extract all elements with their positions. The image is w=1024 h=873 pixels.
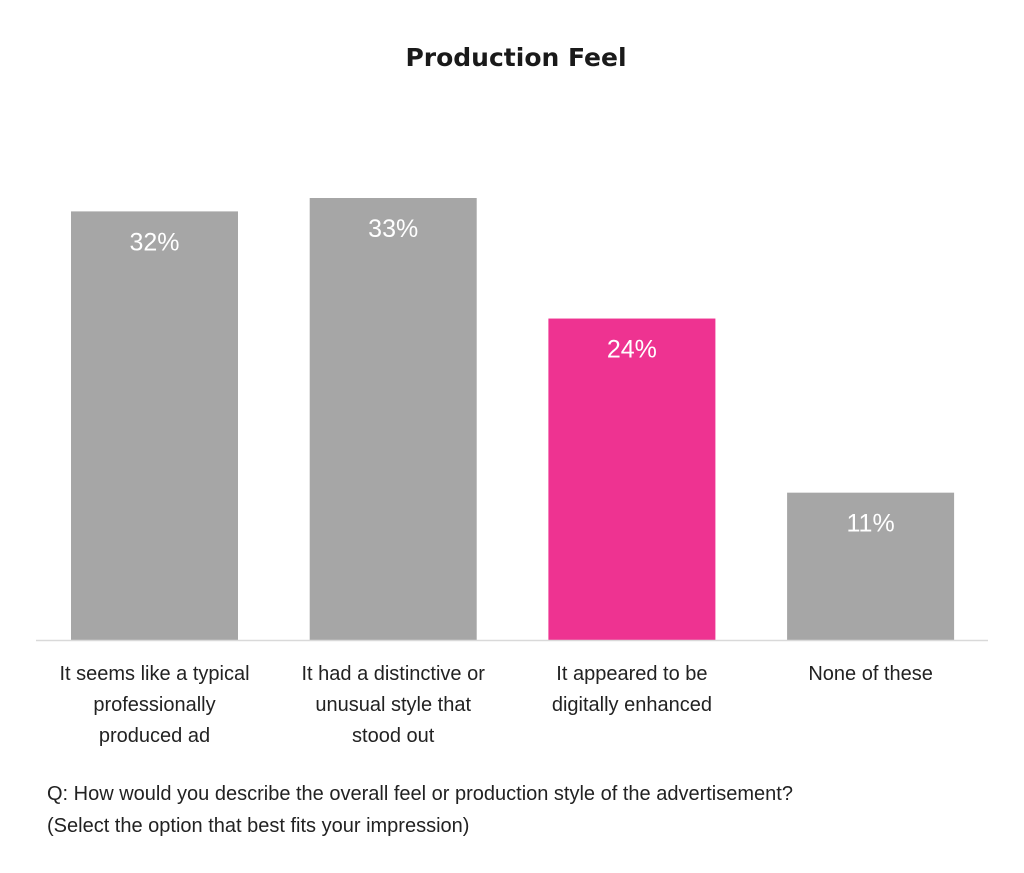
data-label-4: 11% — [847, 510, 895, 538]
data-label-1: 32% — [129, 228, 179, 256]
category-label-3: It appeared to be — [556, 663, 707, 685]
data-label-2: 33% — [368, 215, 418, 243]
bar-3 — [548, 318, 716, 640]
category-label-1: It seems like a typical — [59, 663, 249, 685]
category-label-2: It had a distinctive or — [301, 663, 485, 685]
bar-2 — [309, 198, 477, 640]
category-label-3: digitally enhanced — [552, 694, 712, 716]
category-label-4: None of these — [808, 663, 933, 685]
question-text: Q: How would you describe the overall fe… — [47, 778, 793, 842]
category-label-2: unusual style that — [315, 694, 471, 716]
bar-1 — [71, 211, 238, 641]
category-label-1: professionally — [93, 694, 215, 716]
chart-title: Production Feel — [405, 43, 626, 72]
question-line-2: (Select the option that best fits your i… — [47, 815, 470, 837]
category-label-2: stood out — [352, 725, 435, 747]
category-label-1: produced ad — [99, 725, 210, 747]
question-line-1: Q: How would you describe the overall fe… — [47, 783, 793, 805]
bar-4 — [787, 492, 955, 640]
data-label-3: 24% — [607, 336, 657, 364]
